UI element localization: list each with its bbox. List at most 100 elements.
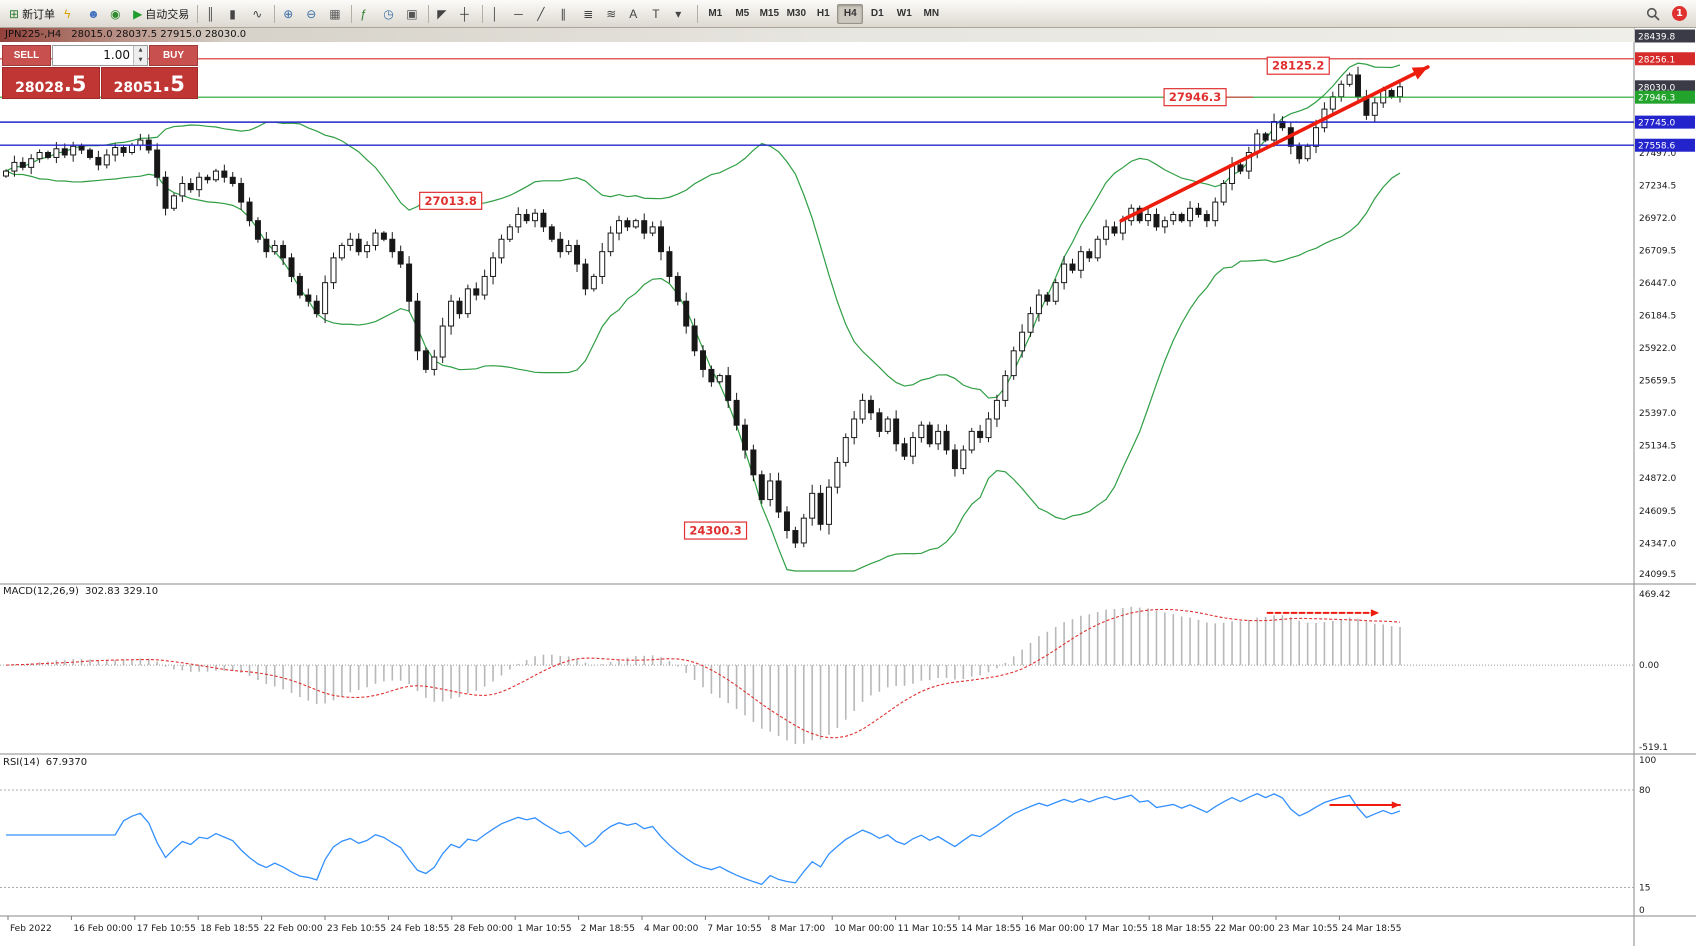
shapes-button[interactable]: ▾ — [671, 3, 693, 25]
waves-icon: ≋ — [606, 6, 617, 21]
volume-value[interactable]: 1.00 — [103, 48, 130, 62]
horizontal-line-icon: ─ — [514, 6, 523, 21]
time-axis-label: 2 Mar 18:55 — [581, 924, 635, 934]
time-axis-label: 24 Feb 18:55 — [390, 924, 449, 934]
price-level-badge: 27558.6 — [1635, 138, 1695, 152]
lightning-button[interactable]: ϟ — [60, 3, 82, 25]
price-level-badge: 28030.0 — [1635, 80, 1695, 94]
chart-window[interactable]: JPN225-,H4 28015.0 28037.5 27915.0 28030… — [0, 28, 1696, 946]
toolbar: ⊞ 新订单 ϟ ☻ ◉ ▶ 自动交易 ║ ▮ ∿ ⊕ ⊖ ▦ ƒ ◷ ▣ ◤ ┼ │ ─ ╱ ∥ ≣ ≋ A T ▾ M1 M5 M15 M… — [0, 0, 1696, 28]
new-order-button-label: 新订单 — [22, 8, 56, 21]
timeframe-m5[interactable]: M5 — [729, 4, 755, 24]
buy-price-main: 28051 — [113, 80, 163, 96]
chart-title-bar: JPN225-,H4 28015.0 28037.5 27915.0 28030… — [0, 28, 1634, 42]
time-axis-label: 4 Mar 00:00 — [644, 924, 699, 934]
toolbar-separator — [697, 4, 699, 23]
main-chart[interactable]: 27497.0 27234.5 26972.0 26709.5 26447.0 26184… — [0, 28, 1696, 946]
profiles-button[interactable]: ☻ — [83, 3, 105, 25]
new-order-button[interactable]: ⊞ 新订单 — [5, 3, 59, 25]
timeframe-m1[interactable]: M1 — [702, 4, 728, 24]
price-tick-label: 25922.0 — [1639, 344, 1676, 354]
timeframe-h4[interactable]: H4 — [837, 3, 864, 24]
sell-price-button[interactable]: 28028.5 — [2, 67, 100, 99]
buy-price-button[interactable]: 28051.5 — [100, 67, 198, 99]
price-annotation[interactable]: 27946.3 — [1163, 88, 1254, 107]
vertical-line-icon: │ — [491, 6, 499, 21]
shapes-icon: ▾ — [675, 6, 682, 21]
search-button[interactable] — [1642, 3, 1664, 25]
price-annotation[interactable]: 27013.8 — [419, 191, 483, 210]
trend-arrow[interactable] — [1329, 801, 1401, 809]
auto-trading-button[interactable]: ▶ 自动交易 — [129, 3, 193, 25]
bar-chart-button[interactable]: ║ — [202, 3, 224, 25]
price-tick-label: 24347.0 — [1639, 539, 1676, 549]
price-annotation[interactable]: 24300.3 — [683, 521, 748, 540]
horizontal-line-button[interactable]: ─ — [510, 3, 532, 25]
tile-windows-button[interactable]: ▦ — [325, 3, 347, 25]
price-tick-label: 27234.5 — [1639, 181, 1676, 191]
scripts-button[interactable]: ◉ — [106, 3, 128, 25]
vertical-line-button[interactable]: │ — [487, 3, 509, 25]
sell-price-fraction: .5 — [63, 72, 87, 96]
svg-text:28030.0: 28030.0 — [1638, 83, 1675, 93]
zoom-in-button[interactable]: ⊕ — [279, 3, 301, 25]
svg-text:27946.3: 27946.3 — [1638, 94, 1675, 104]
trend-arrow[interactable] — [1266, 609, 1381, 617]
candlestick-button[interactable]: ▮ — [225, 3, 247, 25]
price-level-badge: 27745.0 — [1635, 115, 1695, 129]
crosshair-button[interactable]: ┼ — [456, 3, 478, 25]
time-axis-label: 18 Mar 18:55 — [1151, 924, 1211, 934]
time-axis-label: 8 Mar 17:00 — [771, 924, 826, 934]
candles-icon: ▮ — [229, 6, 236, 21]
time-axis-label: 23 Mar 10:55 — [1278, 924, 1338, 934]
templates-button[interactable]: ▣ — [402, 3, 424, 25]
sell-button[interactable]: SELL — [2, 45, 51, 66]
text-button[interactable]: A — [625, 3, 647, 25]
timeframe-m15[interactable]: M15 — [756, 4, 782, 24]
notifications-badge[interactable]: 1 — [1672, 6, 1687, 21]
price-annotation[interactable]: 28125.2 — [1266, 56, 1330, 75]
fibonacci-button[interactable]: ≣ — [579, 3, 601, 25]
price-tick-label: 26184.5 — [1639, 312, 1676, 322]
price-level-badge: 27946.3 — [1635, 90, 1695, 104]
svg-text:28256.1: 28256.1 — [1638, 55, 1675, 65]
time-axis-label: 23 Feb 10:55 — [327, 924, 386, 934]
time-axis-label: 11 Mar 10:55 — [898, 924, 958, 934]
timeframe-mn[interactable]: MN — [918, 4, 944, 24]
svg-text:27946.3: 27946.3 — [1169, 90, 1221, 104]
trend-arrow[interactable] — [1119, 65, 1430, 223]
volume-decrease-button[interactable]: ▼ — [134, 55, 147, 65]
svg-text:27558.6: 27558.6 — [1638, 142, 1675, 152]
svg-text:24300.3: 24300.3 — [689, 524, 741, 538]
timeframe-d1[interactable]: D1 — [864, 4, 890, 24]
price-tick-label: 25397.0 — [1639, 409, 1676, 419]
text-icon: A — [629, 6, 638, 21]
trendline-button[interactable]: ╱ — [533, 3, 555, 25]
candlesticks — [3, 66, 1403, 548]
zoom-out-button[interactable]: ⊖ — [302, 3, 324, 25]
script-icon: ◉ — [110, 6, 121, 21]
line-chart-button[interactable]: ∿ — [248, 3, 270, 25]
svg-text:27745.0: 27745.0 — [1638, 119, 1675, 129]
timeframe-h1[interactable]: H1 — [810, 4, 836, 24]
label-button[interactable]: T — [648, 3, 670, 25]
volume-increase-button[interactable]: ▲ — [134, 46, 147, 56]
rsi-indicator-label: RSI(14) 67.9370 — [3, 757, 87, 768]
toolbar-right-group: 1 — [1642, 3, 1691, 25]
trendline-icon: ╱ — [537, 6, 545, 21]
crosshair-icon: ┼ — [460, 6, 469, 21]
price-tick-label: 24099.5 — [1639, 570, 1676, 580]
price-tick-label: 26709.5 — [1639, 246, 1676, 256]
buy-button[interactable]: BUY — [149, 45, 198, 66]
period-button[interactable]: ◷ — [379, 3, 401, 25]
add-indicator-icon: ƒ — [360, 6, 367, 21]
timeframe-m30[interactable]: M30 — [783, 4, 809, 24]
order-form-icon: ⊞ — [9, 6, 20, 21]
cursor-button[interactable]: ◤ — [433, 3, 455, 25]
waves-button[interactable]: ≋ — [602, 3, 624, 25]
indicators-button[interactable]: ƒ — [356, 3, 378, 25]
channel-button[interactable]: ∥ — [556, 3, 578, 25]
volume-stepper[interactable]: 1.00 ▲ ▼ — [52, 45, 148, 66]
time-axis-label: 22 Feb 00:00 — [264, 924, 323, 934]
timeframe-w1[interactable]: W1 — [891, 4, 917, 24]
